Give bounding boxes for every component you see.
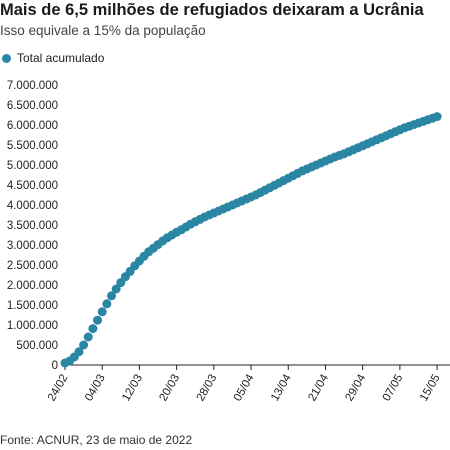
y-tick-label: 2.000.000 <box>7 280 58 292</box>
x-tick-label: 20/03 <box>157 373 182 404</box>
y-tick-label: 3.500.000 <box>7 220 58 232</box>
legend-marker-icon <box>2 53 11 63</box>
data-point <box>88 324 98 334</box>
chart-subtitle: Isso equivale a 15% da população <box>0 23 206 38</box>
y-tick-label: 1.500.000 <box>7 300 58 312</box>
y-tick-label: 4.000.000 <box>7 200 58 212</box>
data-point <box>74 347 84 357</box>
x-tick-label: 05/04 <box>232 372 257 403</box>
data-point <box>93 315 103 325</box>
data-point <box>432 112 442 122</box>
legend: Total acumulado <box>0 50 104 66</box>
y-tick-label: 500.000 <box>16 340 58 352</box>
data-point <box>97 307 107 317</box>
x-tick-label: 15/05 <box>418 373 443 404</box>
data-point <box>107 291 117 301</box>
y-tick-label: 6.000.000 <box>7 120 58 132</box>
data-point <box>102 299 112 309</box>
x-tick-label: 12/03 <box>120 373 145 404</box>
data-point <box>111 284 121 294</box>
x-tick-label: 07/05 <box>381 373 406 404</box>
y-tick-label: 7.000.000 <box>7 80 58 92</box>
y-tick-label: 5.500.000 <box>7 140 58 152</box>
x-tick-label: 28/03 <box>195 373 220 404</box>
data-point <box>79 340 89 350</box>
x-tick-label: 21/04 <box>306 372 331 403</box>
data-point <box>83 332 93 342</box>
y-tick-label: 0 <box>52 360 58 372</box>
x-tick-label: 04/03 <box>83 373 108 404</box>
chart-title: Mais de 6,5 milhões de refugiados deixar… <box>0 1 424 19</box>
y-tick-label: 5.000.000 <box>7 160 58 172</box>
y-tick-label: 6.500.000 <box>7 100 58 112</box>
y-tick-label: 4.500.000 <box>7 180 58 192</box>
source-note: Fonte: ACNUR, 23 de maio de 2022 <box>0 433 193 447</box>
y-tick-label: 1.000.000 <box>7 320 58 332</box>
y-tick-label: 3.000.000 <box>7 240 58 252</box>
x-tick-label: 13/04 <box>269 372 294 403</box>
x-tick-label: 24/02 <box>46 373 71 404</box>
y-tick-label: 2.500.000 <box>7 260 58 272</box>
x-tick-label: 29/04 <box>343 372 368 403</box>
legend-label: Total acumulado <box>17 51 105 65</box>
